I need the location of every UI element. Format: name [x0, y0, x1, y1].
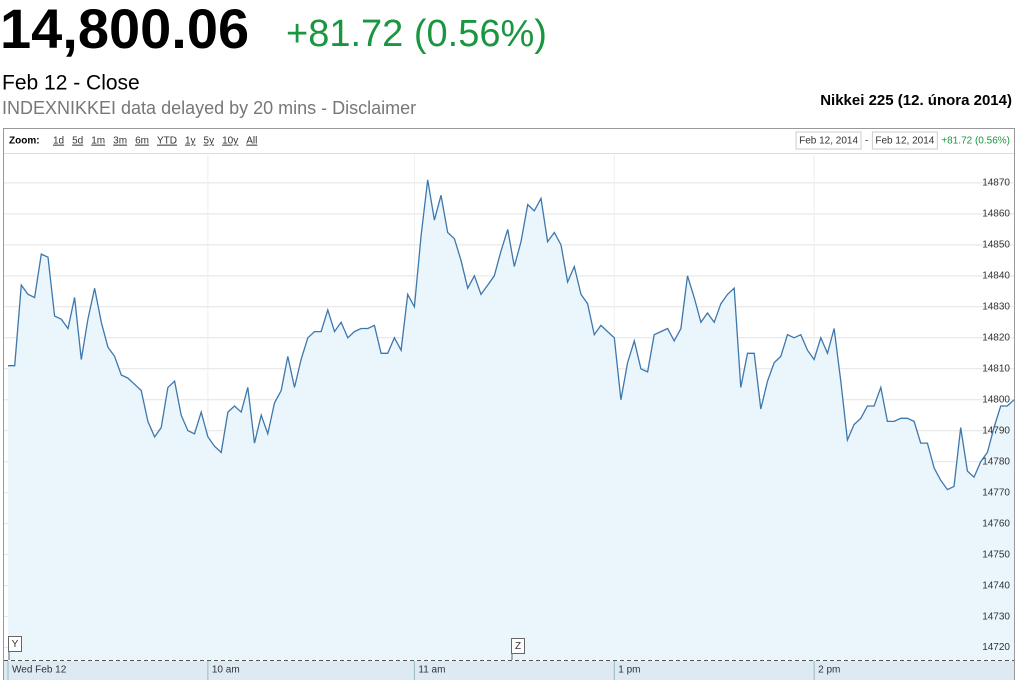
price: 14,800.06	[0, 0, 249, 60]
flag-label[interactable]: Y	[12, 639, 19, 650]
y-tick-label: 14720	[982, 642, 1010, 653]
y-tick-label: 14780	[982, 456, 1010, 467]
y-tick-label: 14740	[982, 580, 1010, 591]
zoom-option[interactable]: All	[246, 136, 257, 147]
flag-box[interactable]	[511, 638, 525, 654]
zoom-option[interactable]: 5y	[204, 136, 215, 147]
y-tick-label: 14750	[982, 549, 1010, 560]
y-tick-label: 14870	[982, 178, 1010, 189]
y-tick-label: 14830	[982, 301, 1010, 312]
x-tick-label: 1 pm	[618, 665, 640, 676]
x-tick-label: 11 am	[418, 665, 445, 676]
date: Feb 12 - Close	[2, 72, 140, 95]
zoom-option[interactable]: YTD	[157, 136, 177, 147]
y-tick-label: 14800	[982, 394, 1010, 405]
x-tick-label: Wed Feb 12	[12, 665, 67, 676]
chart-title: Nikkei 225 (12. února 2014)	[820, 92, 1012, 109]
zoom-label: Zoom:	[9, 136, 40, 147]
range-separator: -	[865, 136, 868, 147]
area	[8, 179, 1014, 661]
zoom-option[interactable]: 10y	[222, 136, 238, 147]
range-box	[871, 131, 938, 150]
y-tick-label: 14820	[982, 332, 1010, 343]
note[interactable]: INDEXNIKKEI data delayed by 20 mins - Di…	[2, 98, 416, 118]
range-box	[795, 131, 862, 150]
line	[8, 179, 1015, 491]
x-tick-label: 2 pm	[818, 665, 840, 676]
range-change: +81.72 (0.56%)	[941, 136, 1010, 147]
zoom-option[interactable]: 5d	[72, 136, 83, 147]
y-tick-label: 14850	[982, 239, 1010, 250]
x-tick-label: 10 am	[212, 665, 240, 676]
y-tick-label: 14860	[982, 209, 1010, 220]
change: +81.72 (0.56%)	[286, 13, 547, 55]
range-to[interactable]: Feb 12, 2014	[875, 136, 934, 147]
flag-label[interactable]: Z	[515, 641, 521, 652]
zoom-option[interactable]: 1y	[185, 136, 196, 147]
range-from[interactable]: Feb 12, 2014	[799, 136, 858, 147]
y-tick-label: 14840	[982, 270, 1010, 281]
y-tick-label: 14810	[982, 363, 1010, 374]
zoom-option[interactable]: 6m	[135, 136, 149, 147]
axis-strip	[4, 661, 1014, 680]
y-tick-label: 14760	[982, 518, 1010, 529]
zoom-option[interactable]: 3m	[113, 136, 127, 147]
y-tick-label: 14770	[982, 487, 1010, 498]
zoom-option[interactable]: 1d	[53, 136, 64, 147]
y-tick-label: 14730	[982, 611, 1010, 622]
flag-box[interactable]	[8, 636, 22, 652]
zoom-option[interactable]: 1m	[91, 136, 105, 147]
y-tick-label: 14790	[982, 425, 1010, 436]
